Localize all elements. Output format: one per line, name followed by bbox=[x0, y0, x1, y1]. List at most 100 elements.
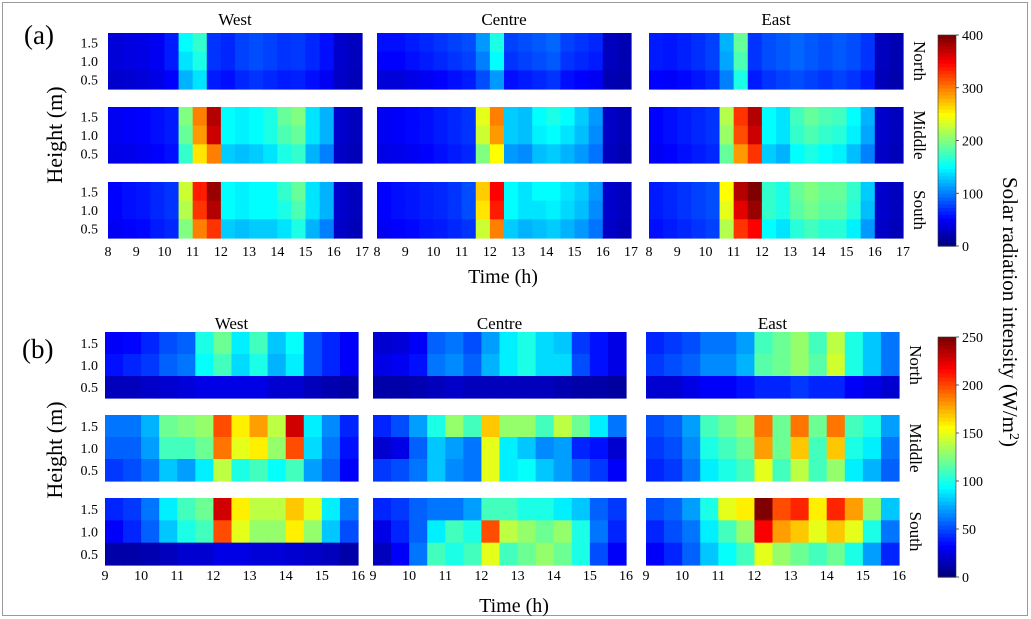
x-tick-label: 11 bbox=[712, 569, 725, 584]
heatmap-cell bbox=[832, 200, 848, 220]
colorbar-segment bbox=[938, 38, 956, 43]
heatmap-cell bbox=[826, 354, 846, 377]
heatmap-cell bbox=[790, 354, 810, 377]
x-tick-label: 16 bbox=[351, 569, 365, 584]
colorbar-segment bbox=[938, 196, 956, 201]
heatmap-cell bbox=[433, 33, 449, 53]
heatmap-cell bbox=[571, 498, 591, 521]
heatmap-cell bbox=[333, 125, 349, 145]
heatmap-cell bbox=[319, 51, 335, 71]
colorbar-segment bbox=[938, 189, 956, 194]
x-tick-label: 12 bbox=[474, 569, 488, 584]
heatmap-cell bbox=[339, 354, 359, 377]
y-axis-title: Height (m) bbox=[42, 86, 67, 183]
heatmap-cell bbox=[790, 70, 805, 90]
heatmap-cell bbox=[553, 415, 573, 438]
heatmap-cell bbox=[220, 33, 236, 53]
heatmap-cell bbox=[122, 200, 137, 220]
heatmap-cell bbox=[844, 354, 864, 377]
colorbar-segment bbox=[938, 485, 956, 490]
heatmap-cell bbox=[607, 354, 627, 377]
heatmap-cell bbox=[663, 70, 678, 90]
heatmap-cell bbox=[463, 354, 483, 377]
heatmap-cell bbox=[195, 542, 215, 566]
height-tick-label: 1.5 bbox=[81, 503, 99, 518]
colorbar-tick-label: 300 bbox=[962, 82, 983, 97]
heatmap-cell bbox=[719, 33, 735, 53]
heatmap-cell bbox=[818, 219, 834, 239]
colorbar-segment bbox=[938, 45, 956, 50]
heatmap-cell bbox=[123, 376, 142, 399]
panel-tag: (b) bbox=[22, 334, 53, 364]
heatmap-cell bbox=[747, 144, 763, 164]
colorbar-segment bbox=[938, 465, 956, 470]
heatmap-cell bbox=[808, 354, 828, 377]
heatmap-cell bbox=[159, 415, 178, 438]
x-tick-label: 13 bbox=[511, 569, 525, 584]
heatmap-cell bbox=[303, 332, 323, 355]
heatmap-cell bbox=[719, 70, 735, 90]
x-tick-label: 10 bbox=[698, 245, 712, 260]
heatmap-cell bbox=[249, 437, 269, 460]
heatmap-cell bbox=[560, 51, 576, 71]
heatmap-cell bbox=[213, 415, 233, 438]
heatmap-cell bbox=[560, 33, 576, 53]
heatmap-cell bbox=[700, 376, 719, 399]
heatmap-cell bbox=[206, 144, 222, 164]
heatmap-cell bbox=[790, 498, 810, 521]
heatmap-cell bbox=[532, 70, 547, 90]
heatmap-cell bbox=[860, 125, 876, 145]
heatmap-cell bbox=[532, 51, 547, 71]
heatmap-cell bbox=[122, 51, 137, 71]
heatmap-cell bbox=[122, 219, 137, 239]
heatmap-cell bbox=[463, 437, 483, 460]
heatmap-cell bbox=[518, 182, 533, 202]
colorbar-segment bbox=[938, 393, 956, 398]
heatmap-cell bbox=[499, 415, 519, 438]
colorbar-segment bbox=[938, 56, 956, 61]
heatmap-cell bbox=[391, 70, 406, 90]
heatmap-cell bbox=[159, 437, 178, 460]
x-tick-label: 10 bbox=[426, 245, 440, 260]
heatmap-cell bbox=[177, 542, 196, 566]
x-tick-label: 12 bbox=[483, 245, 497, 260]
heatmap-cell bbox=[231, 376, 251, 399]
heatmap-cell bbox=[206, 51, 222, 71]
colorbar-segment bbox=[938, 533, 956, 538]
colorbar-segment bbox=[938, 101, 956, 106]
heatmap-cell bbox=[553, 354, 573, 377]
heatmap-cell bbox=[535, 437, 555, 460]
heatmap-cell bbox=[880, 498, 900, 521]
heatmap-cell bbox=[105, 498, 124, 521]
heatmap-cell bbox=[303, 459, 323, 482]
heatmap-cell bbox=[433, 200, 449, 220]
heatmap-cell bbox=[231, 332, 251, 355]
heatmap-cell bbox=[776, 51, 791, 71]
heatmap-cell bbox=[874, 51, 890, 71]
heatmap-cell bbox=[574, 33, 590, 53]
heatmap-cell bbox=[178, 144, 194, 164]
heatmap-cell bbox=[213, 332, 233, 355]
heatmap-cell bbox=[499, 437, 519, 460]
heatmap-cell bbox=[589, 520, 609, 544]
colorbar-segment bbox=[938, 231, 956, 237]
heatmap-cell bbox=[277, 107, 293, 127]
heatmap-cell bbox=[761, 182, 777, 202]
heatmap-cell bbox=[574, 200, 590, 220]
heatmap-cell bbox=[733, 51, 749, 71]
heatmap-cell bbox=[790, 33, 805, 53]
heatmap-cell bbox=[663, 33, 678, 53]
heatmap-cell bbox=[602, 219, 618, 239]
heatmap-cell bbox=[433, 144, 449, 164]
heatmap-cell bbox=[874, 200, 890, 220]
heatmap-cell bbox=[616, 144, 632, 164]
heatmap-cell bbox=[700, 332, 719, 355]
heatmap-cell bbox=[178, 125, 194, 145]
heatmap-cell bbox=[880, 459, 900, 482]
heatmap-cell bbox=[391, 51, 406, 71]
heatmap-cell bbox=[305, 125, 321, 145]
heatmap-cell bbox=[846, 51, 862, 71]
heatmap-cell bbox=[504, 107, 519, 127]
x-tick-label: 17 bbox=[355, 245, 369, 260]
heatmap-cell bbox=[206, 33, 222, 53]
